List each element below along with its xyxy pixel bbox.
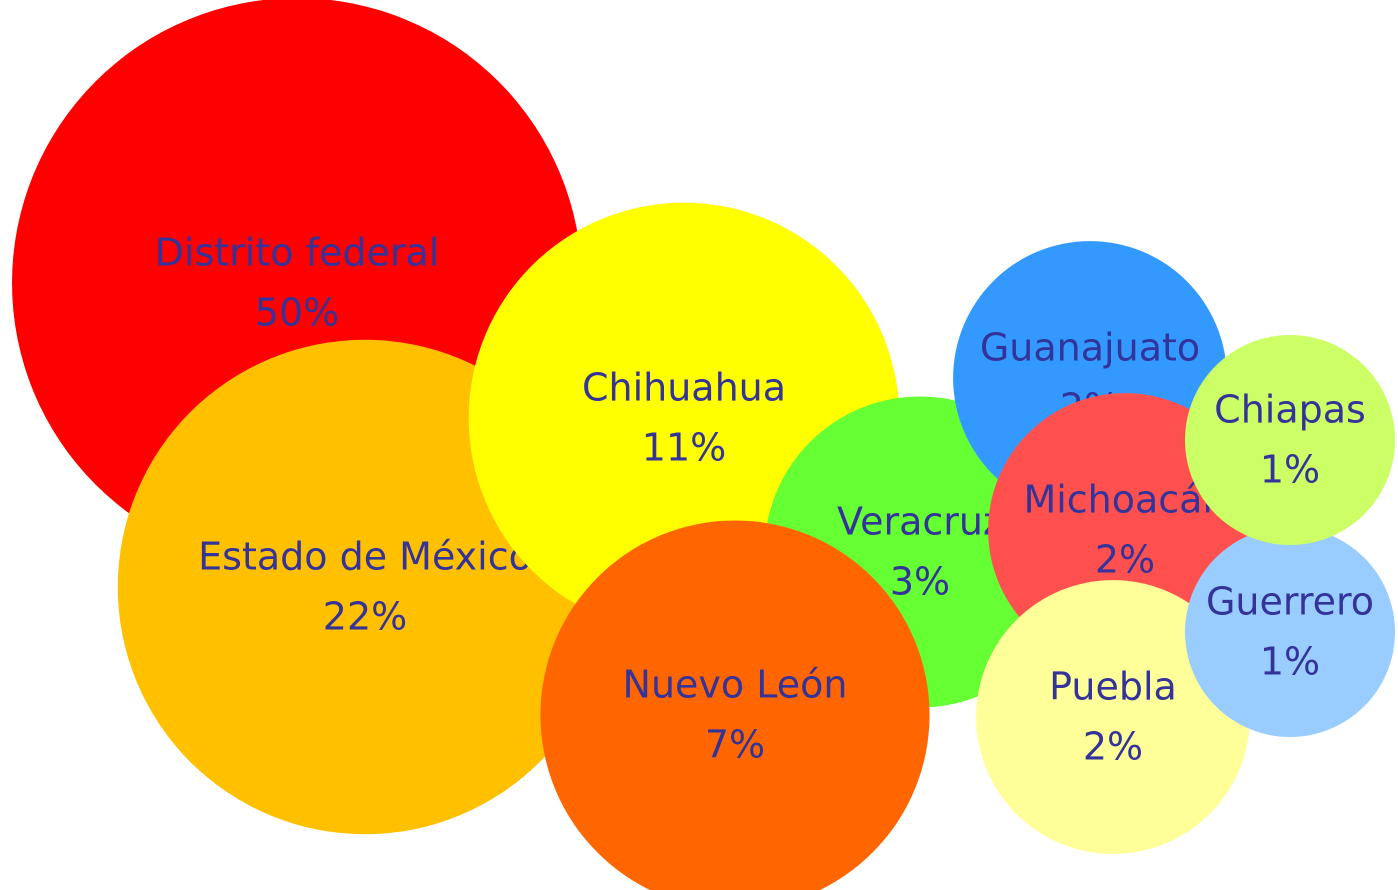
bubble-value-label: 22%: [323, 595, 407, 639]
bubble: [1185, 335, 1395, 545]
bubble-value-label: 11%: [642, 426, 726, 470]
bubble-label: Veracruz: [837, 500, 1003, 544]
bubble-value-label: 1%: [1260, 640, 1320, 684]
bubble-label: Puebla: [1049, 665, 1177, 709]
bubble: [976, 580, 1250, 854]
bubble-value-label: 2%: [1083, 725, 1143, 769]
bubble: [540, 520, 930, 890]
bubble-value-label: 1%: [1260, 448, 1320, 492]
bubble-value-label: 2%: [1095, 538, 1155, 582]
bubble-label: Nuevo León: [623, 663, 848, 707]
bubble-label: Guanajuato: [980, 326, 1200, 370]
bubble-label: Chihuahua: [582, 366, 786, 410]
bubble-label: Chiapas: [1214, 388, 1366, 432]
bubble-label: Michoacán: [1023, 478, 1226, 522]
bubble-value-label: 3%: [890, 560, 950, 604]
bubble-label: Guerrero: [1206, 580, 1374, 624]
bubble-value-label: 50%: [255, 291, 339, 335]
bubble: [1185, 527, 1395, 737]
bubble-label: Distrito federal: [155, 231, 440, 275]
bubble-label: Estado de México: [198, 535, 532, 579]
bubble-value-label: 7%: [705, 723, 765, 767]
